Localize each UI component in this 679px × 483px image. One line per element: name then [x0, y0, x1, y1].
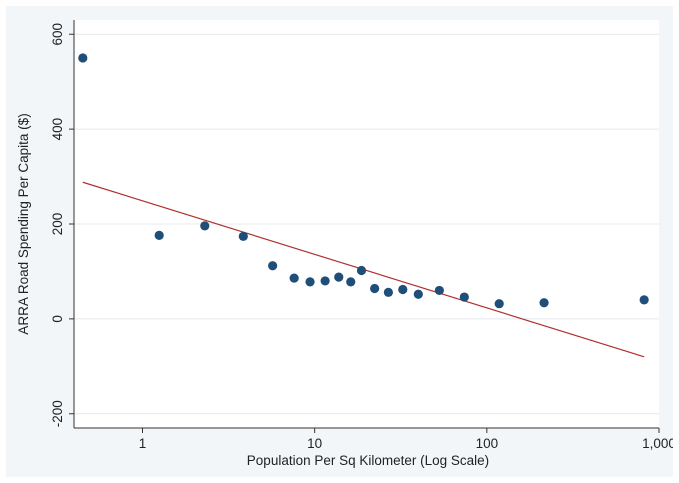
x-ticks: 1 10 100 1,000 — [139, 428, 676, 451]
x-axis-label: Population Per Sq Kilometer (Log Scale) — [247, 453, 489, 468]
data-point — [305, 277, 315, 287]
y-tick-label: -200 — [50, 400, 65, 427]
y-tick-label: 400 — [50, 118, 65, 141]
data-point — [434, 285, 444, 296]
data-point — [346, 277, 356, 287]
data-point — [383, 287, 393, 297]
data-point — [413, 289, 423, 299]
y-ticks: -200 0 200 400 600 — [50, 23, 74, 427]
data-point — [398, 284, 408, 295]
y-tick-label: 600 — [50, 23, 65, 46]
y-axis-label: ARRA Road Spending Per Capita ($) — [16, 113, 31, 334]
y-tick-label: 0 — [50, 315, 65, 323]
data-point — [356, 265, 367, 276]
chart-area: -200 0 200 400 600 1 10 100 1,000 Population Pe… — [6, 6, 676, 477]
x-tick-label: 10 — [307, 436, 322, 451]
data-point — [639, 295, 649, 305]
grid — [74, 33, 659, 415]
data-point — [459, 292, 469, 302]
data-point — [268, 261, 278, 271]
data-point — [370, 283, 380, 294]
data-point — [154, 230, 164, 240]
x-tick-label: 1,000 — [642, 436, 673, 451]
points — [78, 53, 649, 309]
data-point — [539, 298, 549, 308]
data-point — [320, 276, 330, 286]
data-point — [289, 273, 299, 283]
data-point — [200, 221, 210, 231]
data-point — [334, 272, 344, 282]
data-point — [78, 53, 88, 63]
y-tick-label: 200 — [50, 213, 65, 236]
data-point — [494, 299, 504, 309]
scatter-chart: -200 0 200 400 600 1 10 100 1,000 Population Pe… — [16, 20, 676, 468]
x-tick-label: 100 — [476, 436, 499, 451]
data-point — [238, 231, 248, 241]
x-tick-label: 1 — [139, 436, 147, 451]
